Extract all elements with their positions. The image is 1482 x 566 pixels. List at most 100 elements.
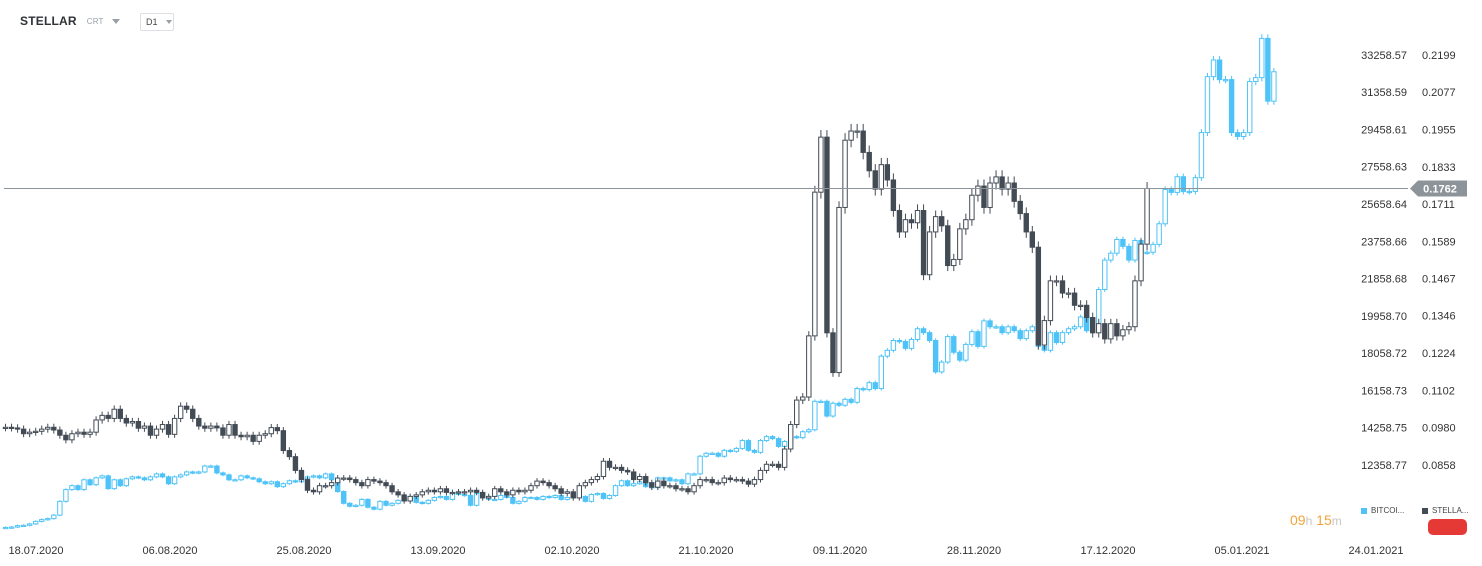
candle <box>564 496 570 501</box>
candle-body <box>896 210 903 233</box>
candle <box>63 488 69 503</box>
candle <box>2 423 9 432</box>
candle <box>800 393 806 405</box>
candle-body <box>637 476 643 481</box>
alert-badge[interactable] <box>1428 519 1467 535</box>
candle-body <box>14 525 21 528</box>
candle <box>902 339 909 351</box>
candle-body <box>1138 243 1144 282</box>
candle <box>141 422 148 432</box>
candle-body <box>775 463 782 468</box>
legend-item-stellar[interactable]: STELLA... <box>1422 506 1468 515</box>
x-tick-label: 18.07.2020 <box>8 545 63 557</box>
candle <box>129 417 136 427</box>
candle-body <box>401 494 407 502</box>
candle <box>806 428 812 434</box>
candle-body <box>1059 280 1066 294</box>
candle <box>105 474 111 490</box>
candle <box>437 495 444 499</box>
candle <box>757 438 764 454</box>
symbol-selector[interactable]: STELLAR CRT <box>20 10 120 32</box>
timer-hours-unit: h <box>1305 514 1313 528</box>
current-price-label: 0.1762 <box>1423 184 1457 196</box>
candle-body <box>757 469 764 481</box>
timeframe-label: D1 <box>146 17 158 27</box>
candle <box>854 386 860 405</box>
candle <box>1041 315 1048 350</box>
candle <box>39 425 45 435</box>
timer-minutes: 15 <box>1316 512 1332 528</box>
candle <box>951 334 957 355</box>
candle <box>606 458 613 471</box>
candle-body <box>939 216 945 227</box>
candle <box>413 492 419 500</box>
candle-body <box>582 482 589 487</box>
candle <box>975 179 981 202</box>
candle <box>359 498 365 507</box>
candle <box>220 471 226 477</box>
candle <box>926 330 933 343</box>
candle-body <box>111 479 117 490</box>
candle-body <box>371 506 377 510</box>
candle <box>280 482 287 488</box>
candle <box>685 485 691 495</box>
candle-body <box>171 476 178 485</box>
candle <box>153 472 160 479</box>
candle <box>1065 287 1072 299</box>
candle <box>286 447 293 460</box>
candle-body <box>908 219 915 224</box>
candle-body <box>159 424 166 430</box>
candle <box>214 422 220 432</box>
candle-body <box>365 498 371 508</box>
candle-body <box>304 479 311 491</box>
candle-body <box>703 479 709 482</box>
candle-body <box>534 480 540 487</box>
candle <box>588 493 595 503</box>
candle <box>1120 236 1126 250</box>
candle-body <box>39 519 45 522</box>
candle-body <box>824 136 830 334</box>
candle-body <box>769 436 776 440</box>
candle <box>975 329 981 349</box>
timeframe-selector[interactable]: D1 <box>140 13 174 31</box>
candle-body <box>443 488 450 493</box>
candle-body <box>256 478 262 483</box>
candle <box>45 517 51 521</box>
candle <box>196 470 202 475</box>
candle-body <box>69 433 75 441</box>
candle-body <box>890 179 897 212</box>
legend-item-bitcoin[interactable]: BITCOI... <box>1361 506 1404 515</box>
candle <box>775 436 782 449</box>
candle <box>425 499 432 505</box>
candle <box>540 495 546 501</box>
candle-body <box>624 480 631 487</box>
y-right-tick-label: 0.2077 <box>1422 87 1456 99</box>
candle-body <box>214 465 220 474</box>
candle <box>842 397 848 408</box>
candle <box>1053 275 1060 287</box>
candle-body <box>75 485 81 491</box>
candle-body <box>437 495 444 499</box>
candle <box>449 489 456 496</box>
candle-body <box>51 426 57 431</box>
candle <box>135 475 142 480</box>
candle-body <box>920 328 927 334</box>
candle <box>383 479 389 489</box>
candle-body <box>818 400 824 404</box>
candle-body <box>624 469 631 473</box>
candle <box>57 500 63 517</box>
candle-body <box>957 228 963 260</box>
candle-body <box>612 466 619 470</box>
candle <box>431 487 438 495</box>
candle <box>473 487 480 496</box>
candle-body <box>866 151 872 172</box>
candle <box>371 476 377 485</box>
candle-body <box>932 340 939 373</box>
candle <box>1059 275 1066 299</box>
candle-body <box>153 473 160 478</box>
candle <box>75 428 81 438</box>
candle <box>87 428 93 438</box>
candle <box>353 504 359 508</box>
candle <box>322 472 329 480</box>
